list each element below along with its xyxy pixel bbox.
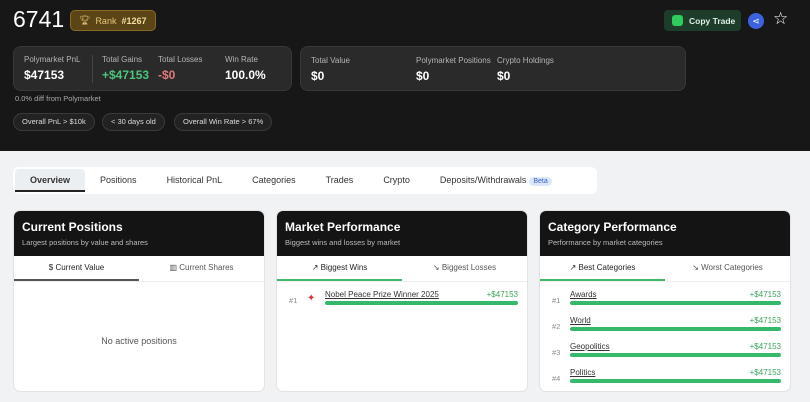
pnl-label: Polymarket PnL <box>24 55 81 64</box>
market-value: +$47153 <box>486 290 518 299</box>
trend-up-icon: ↗ <box>569 263 577 272</box>
value-bar <box>570 327 781 331</box>
list-item: #1 ✦ Nobel Peace Prize Winner 2025 +$47153 <box>289 290 518 305</box>
rank-label: Rank <box>95 15 117 26</box>
tab-best-categories[interactable]: ↗ Best Categories <box>540 256 665 281</box>
tab-categories[interactable]: Categories <box>252 175 296 185</box>
trend-down-icon: ↘ <box>692 263 699 272</box>
profile-header: 6741 🏆︎ Rank #1267 Copy Trade ⋖ ☆ Polymark… <box>0 0 810 151</box>
card-subtitle: Performance by market categories <box>548 238 663 247</box>
card-title: Market Performance <box>285 220 401 234</box>
tab-overview[interactable]: Overview <box>15 169 86 192</box>
tab-biggest-wins[interactable]: ↗ Biggest Wins <box>277 256 402 281</box>
pnl-value: $47153 <box>24 68 65 82</box>
market-link[interactable]: Nobel Peace Prize Winner 2025 <box>325 290 439 299</box>
trend-up-icon: ↗ <box>311 263 319 272</box>
star-icon[interactable]: ☆ <box>773 9 789 28</box>
copy-trade-label: Copy Trade <box>689 15 736 26</box>
card-title: Current Positions <box>22 220 123 234</box>
category-value: +$47153 <box>749 316 781 325</box>
copy-trade-button[interactable]: Copy Trade <box>664 10 741 31</box>
crypto-label: Crypto Holdings <box>497 56 554 65</box>
category-value: +$47153 <box>749 290 781 299</box>
category-performance-card: Category Performance Performance by marke… <box>539 210 791 392</box>
market-icon: ✦ <box>307 293 316 304</box>
tab-trades[interactable]: Trades <box>325 175 354 185</box>
page-title: 6741 <box>13 6 65 32</box>
rank-badge: 🏆︎ Rank #1267 <box>70 10 156 31</box>
tab-historical-pnl[interactable]: Historical PnL <box>166 175 223 185</box>
empty-state: No active positions <box>101 336 177 346</box>
divider <box>92 55 93 83</box>
tab-current-value[interactable]: $ Current Value <box>14 256 139 281</box>
list-item: #3 Geopolitics +$47153 <box>552 342 781 357</box>
gains-value: +$47153 <box>102 68 150 82</box>
trend-down-icon: ↘ <box>432 263 440 272</box>
category-link[interactable]: Politics <box>570 368 596 377</box>
total-value-label: Total Value <box>311 56 350 65</box>
diff-text: 0.0% diff from Polymarket <box>15 94 101 103</box>
total-value: $0 <box>311 69 325 83</box>
rank-value: #1267 <box>121 15 147 26</box>
share-icon[interactable]: ⋖ <box>748 13 764 29</box>
losses-label: Total Losses <box>158 55 203 64</box>
positions-label: Polymarket Positions <box>416 56 491 65</box>
gains-label: Total Gains <box>102 55 143 64</box>
beta-badge: Beta <box>529 177 552 186</box>
value-bar <box>325 301 518 305</box>
category-link[interactable]: Awards <box>570 290 597 299</box>
tab-worst-categories[interactable]: ↘ Worst Categories <box>692 263 763 272</box>
tab-biggest-losses[interactable]: ↘ Biggest Losses <box>432 263 497 272</box>
category-link[interactable]: World <box>570 316 591 325</box>
market-performance-card: Market Performance Biggest wins and losse… <box>276 210 528 392</box>
list-item: #4 Politics +$47153 <box>552 368 781 383</box>
chip-pnl: Overall PnL > $10k <box>13 113 95 131</box>
chart-icon: ▥ <box>169 263 178 272</box>
trophy-icon: 🏆︎ <box>79 15 91 25</box>
main-tabs: Overview Positions Historical PnL Catego… <box>13 167 597 194</box>
chip-winrate: Overall Win Rate > 67% <box>174 113 273 131</box>
winrate-value: 100.0% <box>225 68 266 82</box>
value-bar <box>570 301 781 305</box>
card-title: Category Performance <box>548 220 677 234</box>
value-bar <box>570 353 781 357</box>
chip-age: < 30 days old <box>102 113 165 131</box>
category-value: +$47153 <box>749 342 781 351</box>
tab-deposits[interactable]: Deposits/Withdrawals Beta <box>425 169 567 192</box>
category-value: +$47153 <box>749 368 781 377</box>
current-positions-card: Current Positions Largest positions by va… <box>13 210 265 392</box>
tab-crypto[interactable]: Crypto <box>383 175 410 185</box>
pnl-stats-box: Polymarket PnL $47153 Total Gains +$47153 … <box>13 46 292 91</box>
list-item: #2 World +$47153 <box>552 316 781 331</box>
tab-positions[interactable]: Positions <box>100 175 137 185</box>
card-subtitle: Biggest wins and losses by market <box>285 238 401 247</box>
tab-deposits-label: Deposits/Withdrawals <box>439 175 527 185</box>
card-subtitle: Largest positions by value and shares <box>22 238 148 247</box>
copy-trade-icon <box>672 15 683 26</box>
losses-value: -$0 <box>158 68 176 82</box>
value-bar <box>570 379 781 383</box>
value-stats-box: Total Value $0 Polymarket Positions $0 Cry… <box>300 46 686 91</box>
positions-value: $0 <box>416 69 430 83</box>
tab-current-shares[interactable]: ▥ Current Shares <box>169 263 234 272</box>
winrate-label: Win Rate <box>225 55 258 64</box>
category-link[interactable]: Geopolitics <box>570 342 610 351</box>
crypto-value: $0 <box>497 69 511 83</box>
list-item: #1 Awards +$47153 <box>552 290 781 305</box>
